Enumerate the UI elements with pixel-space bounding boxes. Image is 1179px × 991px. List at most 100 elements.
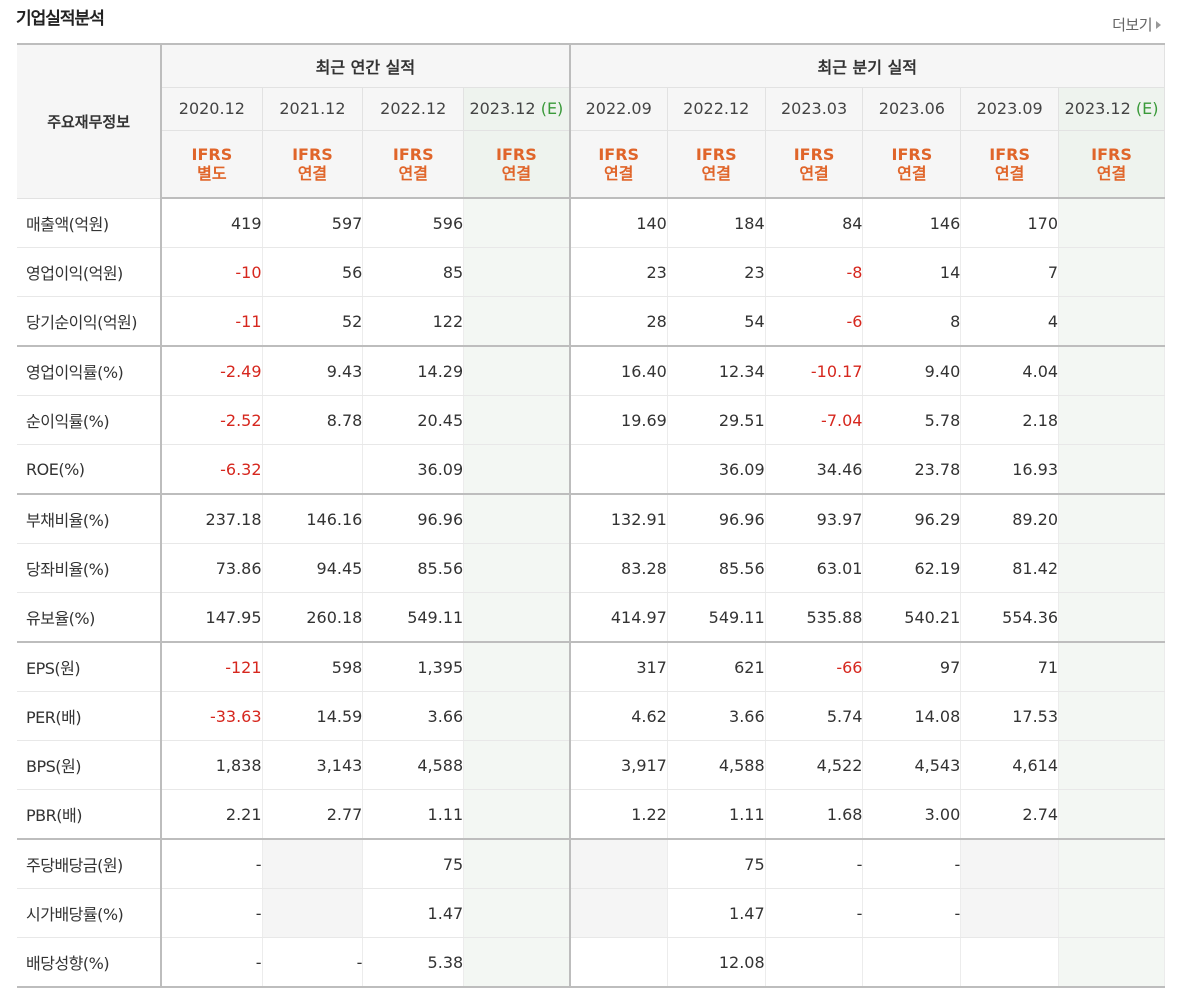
quarter-value-cell: 2.74 (960, 789, 1060, 840)
quarter-value-cell: 9.40 (862, 345, 962, 396)
row-label: 매출액(억원) (17, 198, 163, 248)
quarter-value-cell: 23 (667, 247, 766, 297)
annual-value-cell (463, 937, 571, 988)
quarter-value-cell (1058, 888, 1165, 938)
quarter-value-cell: 1.22 (569, 789, 668, 840)
quarter-period-header: 2023.06 (862, 87, 962, 131)
period-label: 2023.09 (976, 99, 1043, 118)
quarter-value-cell: 12.34 (667, 345, 766, 396)
quarter-period-header: 2023.03 (765, 87, 864, 131)
annual-value-cell: 1.47 (362, 888, 465, 938)
quarter-value-cell: -66 (765, 641, 864, 692)
quarter-value-cell (569, 888, 668, 938)
estimate-mark: (E) (1135, 99, 1159, 118)
quarter-value-cell: 8 (862, 296, 962, 347)
annual-value-cell: 1.11 (362, 789, 465, 840)
annual-value-cell: 85.56 (362, 543, 465, 593)
annual-value-cell: 3,143 (262, 740, 364, 790)
more-link[interactable]: 더보기 (1112, 14, 1161, 35)
annual-period-header: 2023.12 (E) (463, 87, 571, 131)
quarter-value-cell: 36.09 (667, 444, 766, 495)
table-row: PBR(배) 2.21 2.77 1.11 1.22 1.11 1.68 3.00 2.74 (17, 789, 1165, 840)
table-row: 부채비율(%) 237.18 146.16 96.96 132.91 96.96 93.97… (17, 493, 1165, 544)
quarter-value-cell: 34.46 (765, 444, 864, 495)
quarter-value-cell: 16.93 (960, 444, 1060, 495)
quarter-value-cell: 414.97 (569, 592, 668, 643)
basis-type: 연결 (603, 163, 634, 183)
quarter-value-cell (1058, 345, 1165, 396)
quarter-period-header: 2022.12 (667, 87, 766, 131)
annual-value-cell: 3.66 (362, 691, 465, 741)
annual-value-cell: - (161, 888, 263, 938)
annual-value-cell: -10 (161, 247, 263, 297)
basis-type: 연결 (398, 163, 428, 183)
annual-period-header: 2022.12 (362, 87, 465, 131)
quarter-value-cell: - (862, 888, 962, 938)
quarter-value-cell (1058, 296, 1165, 347)
annual-value-cell: 9.43 (262, 345, 364, 396)
annual-value-cell: 1,838 (161, 740, 263, 790)
period-label: 2023.03 (780, 99, 848, 118)
table-row: 주당배당금(원) -75 75- - (17, 838, 1165, 889)
basis-type: 연결 (701, 163, 731, 183)
annual-value-cell: 2.77 (262, 789, 364, 840)
table-row: 유보율(%) 147.95 260.18 549.11 414.97 549.11 535.… (17, 592, 1165, 643)
quarter-value-cell: 85.56 (667, 543, 766, 593)
quarter-value-cell: 89.20 (960, 493, 1060, 544)
annual-value-cell (463, 789, 571, 840)
quarter-value-cell (1058, 592, 1165, 643)
quarter-value-cell: 540.21 (862, 592, 962, 643)
row-label: 배당성향(%) (17, 937, 163, 988)
quarter-value-cell (1058, 543, 1165, 593)
quarter-value-cell: 4.62 (569, 691, 668, 741)
row-label: 당기순이익(억원) (17, 296, 163, 347)
table-row: 시가배당률(%) -1.47 1.47- - (17, 888, 1165, 938)
quarter-value-cell: 1.11 (667, 789, 766, 840)
quarter-value-cell: 84 (765, 198, 864, 248)
quarter-value-cell: 23.78 (862, 444, 962, 495)
quarter-value-cell (1058, 247, 1165, 297)
quarter-value-cell: - (765, 888, 864, 938)
row-label: PER(배) (17, 691, 163, 741)
basis-type: 별도 (197, 163, 227, 183)
annual-value-cell: -2.52 (161, 395, 263, 445)
basis-type: 연결 (501, 163, 532, 183)
quarter-value-cell: 621 (667, 641, 766, 692)
annual-value-cell: 20.45 (362, 395, 465, 445)
annual-value-cell: - (161, 838, 263, 889)
basis-standard: IFRS (1091, 144, 1132, 164)
quarter-value-cell: 5.78 (862, 395, 962, 445)
annual-value-cell (463, 345, 571, 396)
chevron-right-icon (1156, 20, 1161, 29)
quarter-value-cell (1058, 740, 1165, 790)
quarter-value-cell: 12.08 (667, 937, 766, 988)
quarter-value-cell: 3,917 (569, 740, 668, 790)
annual-value-cell (463, 395, 571, 445)
annual-value-cell: -11 (161, 296, 263, 347)
annual-value-cell: 237.18 (161, 493, 263, 544)
annual-value-cell (463, 543, 571, 593)
quarter-value-cell: 5.74 (765, 691, 864, 741)
more-label: 더보기 (1112, 16, 1152, 34)
annual-value-cell: 146.16 (262, 493, 364, 544)
basis-standard: IFRS (891, 144, 933, 164)
annual-value-cell: - (262, 937, 364, 988)
quarter-value-cell: 184 (667, 198, 766, 248)
annual-value-cell: 36.09 (362, 444, 465, 495)
basis-type: 연결 (1096, 163, 1127, 183)
row-label: 주당배당금(원) (17, 838, 163, 889)
quarter-value-cell (1058, 691, 1165, 741)
estimate-mark: (E) (540, 99, 564, 118)
quarter-value-cell: 4,588 (667, 740, 766, 790)
quarter-value-cell: 554.36 (960, 592, 1060, 643)
quarter-value-cell: -10.17 (765, 345, 864, 396)
annual-value-cell: 4,588 (362, 740, 465, 790)
annual-value-cell: 549.11 (362, 592, 465, 643)
annual-value-cell: 419 (161, 198, 263, 248)
quarter-value-cell (1058, 937, 1165, 988)
quarter-period-header: 2023.12 (E) (1058, 87, 1165, 131)
quarter-value-cell: 146 (862, 198, 962, 248)
annual-value-cell (463, 296, 571, 347)
annual-value-cell: 14.59 (262, 691, 364, 741)
period-label: 2023.12 (469, 99, 536, 118)
